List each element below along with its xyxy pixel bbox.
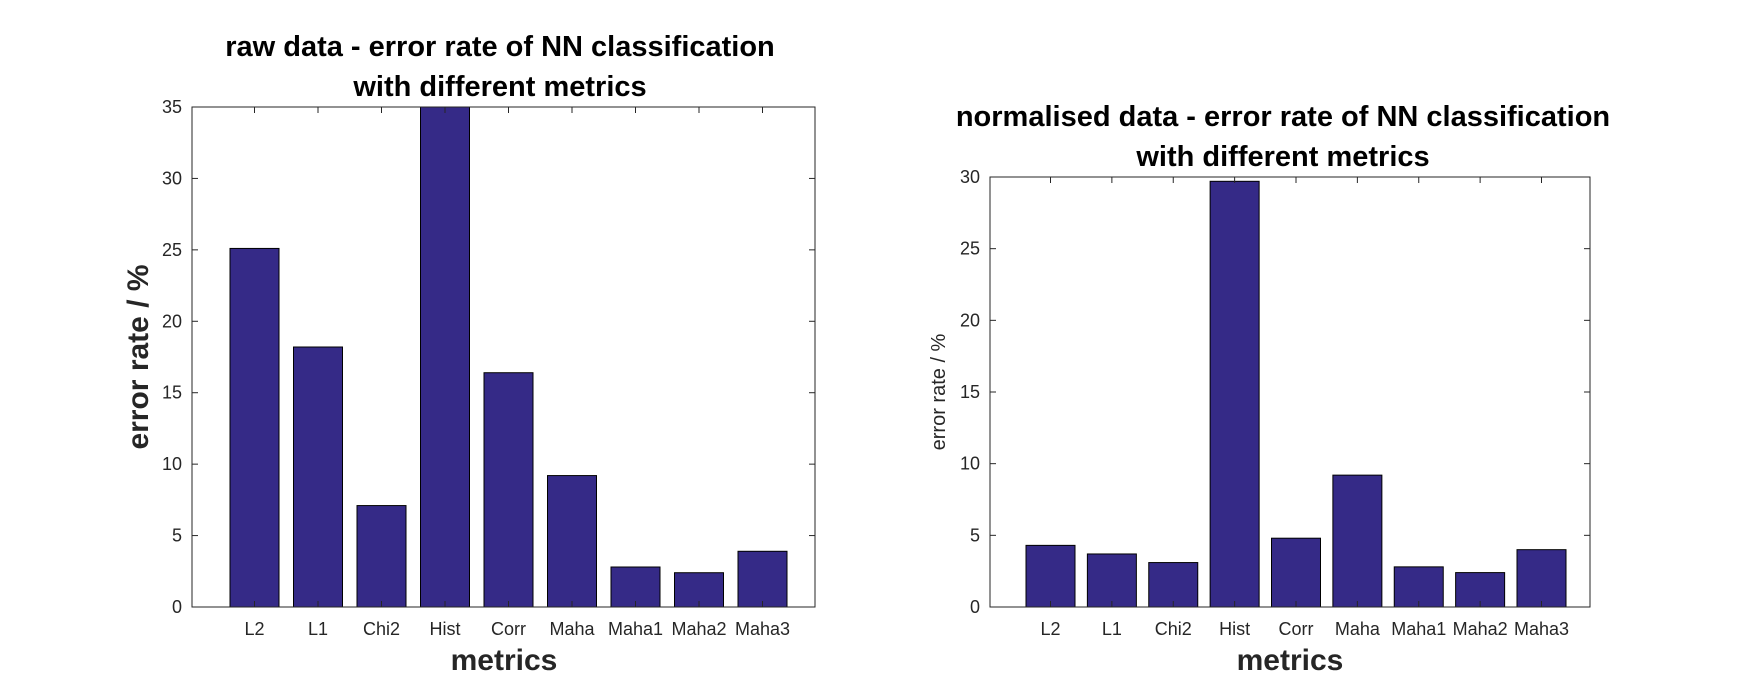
bar-chi2 — [1148, 562, 1199, 608]
x-tick-label: Hist — [1219, 619, 1250, 639]
bar-l2 — [229, 247, 280, 608]
y-tick-label: 0 — [172, 597, 182, 617]
bar-corr — [1271, 537, 1321, 608]
bar-group — [1025, 180, 1567, 608]
chart-title-line-1: normalised data - error rate of NN class… — [956, 101, 1610, 133]
axis-group: L2 L1 Chi2 Hist Corr Maha Maha1 Maha2 Maha3 0 5 10 1… — [960, 167, 1590, 639]
bar-hist — [420, 106, 470, 608]
y-tick-label: 30 — [960, 167, 980, 187]
bar-maha3 — [1516, 549, 1567, 608]
bar-maha — [547, 475, 597, 608]
x-tick-label: Maha — [549, 619, 595, 639]
y-tick-label: 20 — [960, 310, 980, 330]
x-tick-label: L2 — [1040, 619, 1060, 639]
x-tick-label: Maha3 — [735, 619, 790, 639]
bar-maha3 — [737, 550, 788, 608]
chart-title-line-2: with different metrics — [1135, 141, 1429, 173]
chart-normalised-data: normalised data - error rate of NN class… — [928, 101, 1610, 677]
y-tick-label: 5 — [970, 525, 980, 545]
y-tick-label: 15 — [960, 382, 980, 402]
y-tick-label: 30 — [162, 168, 182, 188]
x-tick-label: Chi2 — [1155, 619, 1192, 639]
chart-title-line-2: with different metrics — [352, 71, 646, 103]
bar-corr — [483, 372, 534, 608]
bar-maha1 — [1393, 566, 1444, 608]
plot-frame — [191, 106, 816, 608]
y-tick-label: 25 — [960, 239, 980, 259]
bar-maha1 — [610, 566, 661, 608]
x-axis-label: metrics — [1237, 644, 1344, 677]
bar-l2 — [1025, 544, 1076, 608]
x-tick-label: L1 — [308, 619, 328, 639]
x-tick-label: Maha2 — [671, 619, 726, 639]
bar-maha — [1332, 474, 1383, 608]
y-tick-label: 25 — [162, 240, 182, 260]
x-tick-label: Maha1 — [608, 619, 663, 639]
x-tick-label: Corr — [491, 619, 526, 639]
x-tick-label: Hist — [430, 619, 461, 639]
y-tick-label: 5 — [172, 526, 182, 546]
bar-hist — [1209, 180, 1260, 608]
chart-raw-data: raw data - error rate of NN classificati… — [122, 31, 816, 677]
y-tick-label: 0 — [970, 597, 980, 617]
x-tick-label: Maha3 — [1514, 619, 1569, 639]
axis-group: L2 L1 Chi2 Hist Corr Maha Maha1 Maha2 Maha3 0 5 10 1… — [162, 97, 815, 639]
bar-l1 — [293, 346, 343, 608]
x-tick-label: Maha — [1335, 619, 1381, 639]
x-tick-label: Corr — [1279, 619, 1314, 639]
bar-group — [229, 106, 788, 608]
x-tick-label: Chi2 — [363, 619, 400, 639]
bar-l1 — [1086, 553, 1137, 608]
y-axis-label: error rate / % — [928, 333, 950, 450]
y-tick-label: 20 — [162, 311, 182, 331]
x-tick-label: L2 — [244, 619, 264, 639]
x-tick-label: L1 — [1102, 619, 1122, 639]
y-axis-label: error rate / % — [122, 264, 155, 449]
x-tick-label: Maha2 — [1453, 619, 1508, 639]
bar-chi2 — [356, 505, 407, 608]
chart-title-line-1: raw data - error rate of NN classificati… — [225, 31, 775, 63]
y-tick-label: 35 — [162, 97, 182, 117]
x-axis-label: metrics — [451, 644, 558, 677]
y-tick-label: 15 — [162, 383, 182, 403]
y-tick-label: 10 — [960, 454, 980, 474]
y-tick-label: 10 — [162, 454, 182, 474]
x-tick-label: Maha1 — [1391, 619, 1446, 639]
